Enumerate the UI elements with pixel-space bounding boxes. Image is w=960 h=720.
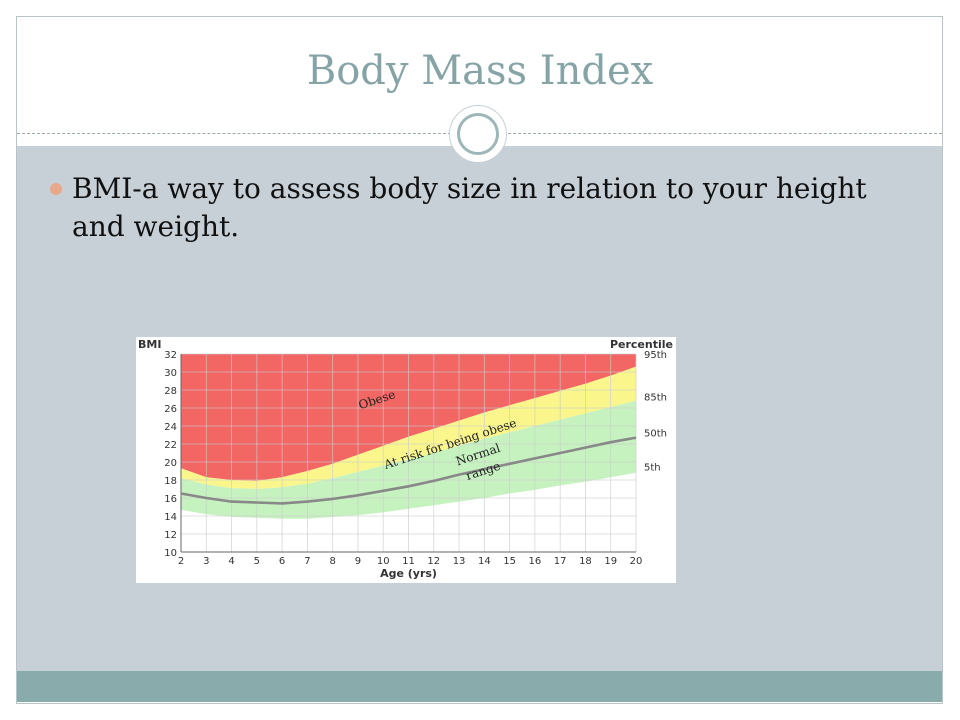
bullet-text: BMI-a way to assess body size in relatio… [72,172,867,243]
x-tick-label: 13 [453,556,466,567]
y-axis-title: BMI [138,338,161,351]
x-tick-label: 11 [402,556,415,567]
y-tick-label: 32 [164,350,177,361]
y-tick-label: 30 [164,368,177,379]
x-tick-label: 3 [203,556,209,567]
slide-title: Body Mass Index [306,48,654,94]
x-tick-label: 4 [228,556,234,567]
x-tick-label: 16 [529,556,542,567]
bmi-chart: 10 12 14 16 18 20 22 24 26 28 30 32 2 3 4 5 6 7 8 9 10 11 12 13… [136,337,676,583]
x-tick-label: 12 [427,556,440,567]
x-tick-label: 15 [503,556,516,567]
y-tick-label: 10 [164,548,177,559]
bullet-dot-icon [50,183,62,195]
y-tick-label: 24 [164,422,177,433]
y-tick-label: 12 [164,530,177,541]
footer-band [17,671,942,702]
x-tick-label: 5 [254,556,260,567]
y-tick-label: 16 [164,494,177,505]
y-tick-label: 18 [164,476,177,487]
percentile-label: 85th [644,392,667,403]
x-tick-label: 20 [630,556,643,567]
x-tick-label: 10 [377,556,390,567]
x-tick-label: 18 [579,556,592,567]
y-tick-label: 20 [164,458,177,469]
x-tick-label: 14 [478,556,491,567]
percentile-label: 95th [644,350,667,361]
percentile-label: 50th [644,428,667,439]
median-line [180,436,637,505]
percentile-label: 5th [644,463,661,474]
bullet-item: BMI-a way to assess body size in relatio… [50,170,870,246]
x-tick-label: 17 [554,556,567,567]
x-tick-label: 8 [329,556,335,567]
percentile-title: Percentile [610,338,673,351]
x-tick-label: 9 [355,556,361,567]
x-axis-title: Age (yrs) [380,567,437,580]
y-tick-label: 26 [164,404,177,415]
y-tick-label: 22 [164,440,177,451]
y-tick-label: 28 [164,386,177,397]
x-tick-label: 2 [178,556,184,567]
x-tick-label: 19 [604,556,617,567]
y-tick-label: 14 [164,512,177,523]
bmi-chart-svg: 10 12 14 16 18 20 22 24 26 28 30 32 2 3 4 5 6 7 8 9 10 11 12 13… [138,338,673,580]
x-tick-label: 7 [304,556,310,567]
bullet-list: BMI-a way to assess body size in relatio… [50,170,870,246]
circle-emblem-icon [449,105,507,163]
x-tick-label: 6 [279,556,285,567]
